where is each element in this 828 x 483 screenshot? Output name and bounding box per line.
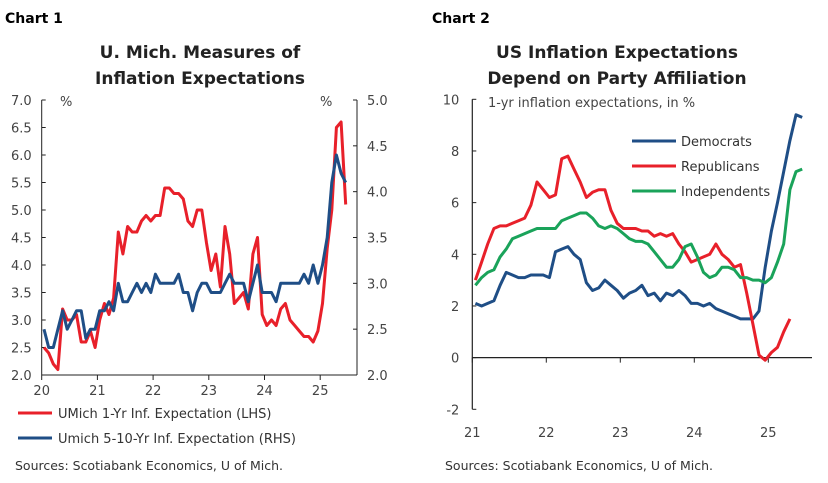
chart1-x-tick-label: 25 <box>312 384 329 399</box>
chart1-title-line2: Inflation Expectations <box>95 69 305 89</box>
chart2-y-tick-label: 10 <box>443 93 460 108</box>
chart2-y-tick-label: 4 <box>451 248 459 263</box>
chart2-x-tick-label: 25 <box>760 426 777 441</box>
legend-umich-1yr: UMich 1-Yr Inf. Expectation (LHS) <box>58 407 271 422</box>
chart2-y-tick-label: 2 <box>451 300 459 315</box>
chart1-left-tick-label: 5.5 <box>11 177 32 192</box>
chart1-right-tick-label: 2.0 <box>367 369 388 384</box>
chart1-right-tick-label: 5.0 <box>367 94 388 109</box>
chart1-left-tick-label: 7.0 <box>11 94 32 109</box>
series-line-umich-5-10-yr-inf-expectation-rhs <box>42 153 348 349</box>
series-line-umich-1-yr-inf-expectation-lhs <box>42 120 348 371</box>
chart2-title-line2: Depend on Party Affiliation <box>487 69 746 89</box>
legend-republicans: Republicans <box>681 160 760 175</box>
chart1-right-unit: % <box>320 95 332 110</box>
series-line-republicans <box>473 154 792 362</box>
chart2-x-tick-label: 23 <box>612 426 629 441</box>
chart1-right-tick-label: 4.0 <box>367 186 388 201</box>
chart1-left-tick-label: 6.0 <box>11 149 32 164</box>
chart1-title-line1: U. Mich. Measures of <box>100 43 301 63</box>
chart1-right-tick-label: 3.5 <box>367 232 388 247</box>
series-line-independents <box>474 167 803 287</box>
chart2-x-tick-label: 22 <box>538 426 555 441</box>
series-line-democrats <box>474 113 803 321</box>
chart2-y-tick-label: 6 <box>451 197 459 212</box>
chart1-left-tick-label: 2.5 <box>11 342 32 357</box>
chart1-x-tick-label: 24 <box>256 384 273 399</box>
chart1-right-tick-label: 3.0 <box>367 277 388 292</box>
chart1-x-tick-label: 22 <box>145 384 162 399</box>
chart1-label: Chart 1 <box>5 11 63 27</box>
chart1-x-tick-label: 20 <box>33 384 50 399</box>
chart2-source: Sources: Scotiabank Economics, U of Mich… <box>445 458 713 473</box>
chart1-left-unit: % <box>60 95 72 110</box>
chart1-left-tick-label: 4.5 <box>11 232 32 247</box>
chart1-left-tick-label: 4.0 <box>11 259 32 274</box>
legend-democrats: Democrats <box>681 135 752 150</box>
chart1-left-tick-label: 2.0 <box>11 369 32 384</box>
chart1-x-tick-label: 23 <box>201 384 218 399</box>
chart1-x-tick-label: 21 <box>89 384 106 399</box>
chart2-title-line1: US Inflation Expectations <box>496 43 738 63</box>
chart1-left-tick-label: 3.0 <box>11 314 32 329</box>
chart1-source: Sources: Scotiabank Economics, U of Mich… <box>15 458 283 473</box>
chart2-label: Chart 2 <box>432 11 490 27</box>
chart2-y-tick-label: 0 <box>451 352 459 367</box>
legend-independents: Independents <box>681 185 770 200</box>
chart2-x-tick-label: 21 <box>464 426 481 441</box>
chart1-left-tick-label: 3.5 <box>11 287 32 302</box>
chart1-left-tick-label: 6.5 <box>11 122 32 137</box>
chart1-right-tick-label: 4.5 <box>367 140 388 155</box>
legend-umich-5-10yr: Umich 5-10-Yr Inf. Expectation (RHS) <box>58 432 296 447</box>
chart1-left-tick-label: 5.0 <box>11 204 32 219</box>
chart2-y-tick-label: -2 <box>446 403 459 418</box>
chart2-subtitle: 1-yr inflation expectations, in % <box>488 96 695 111</box>
chart2-x-tick-label: 24 <box>686 426 703 441</box>
chart1-right-tick-label: 2.5 <box>367 323 388 338</box>
chart2-y-tick-label: 8 <box>451 145 459 160</box>
